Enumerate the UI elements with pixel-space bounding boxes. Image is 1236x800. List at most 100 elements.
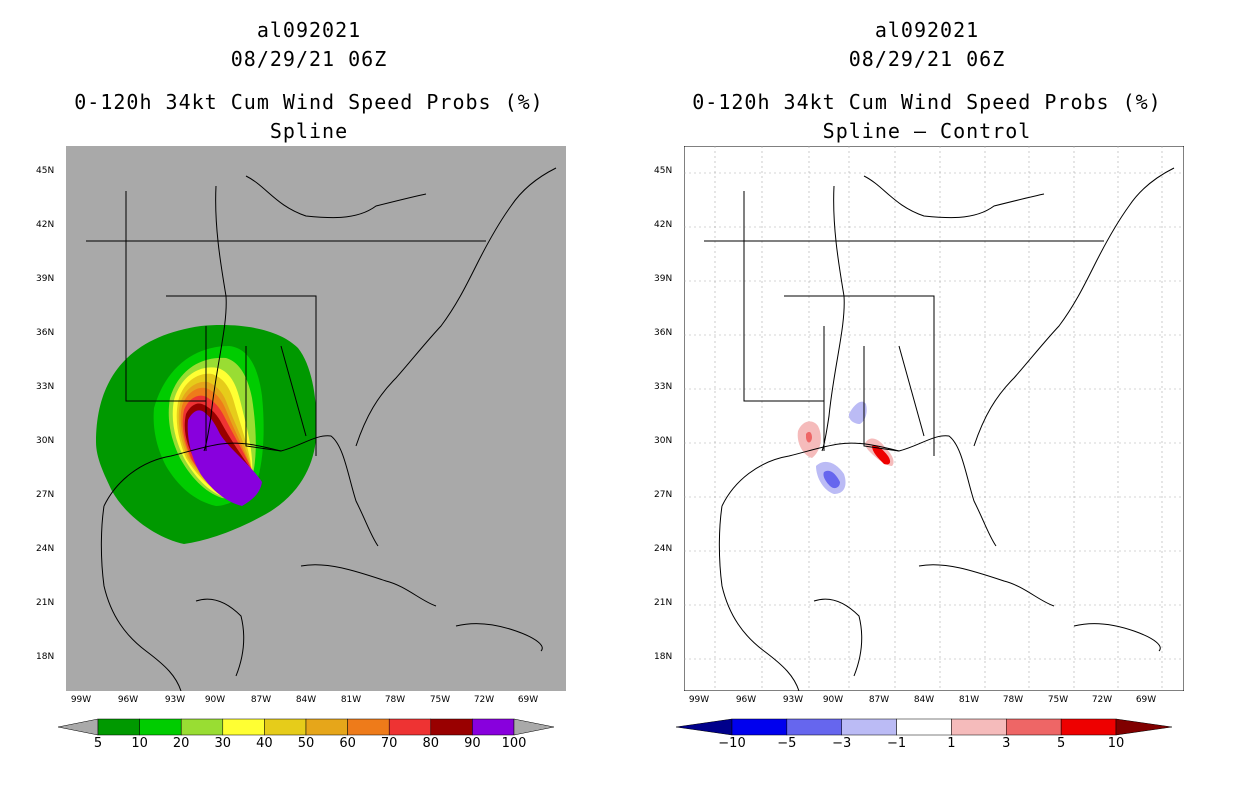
colorbar-label: 70 [380, 736, 398, 751]
colorbar-label: 1 [947, 736, 956, 751]
colorbar-box [951, 718, 1007, 736]
state-coastlines [86, 167, 557, 691]
colorbar-over-arrow [513, 718, 554, 736]
colorbar-box [1060, 718, 1117, 736]
lat-label: 27N [654, 490, 673, 500]
colorbar-box [222, 718, 265, 736]
colorbar-label: 5 [93, 736, 103, 751]
mississippi-river [203, 185, 227, 452]
lon-label: 81W [958, 695, 980, 705]
colorbar-box [472, 718, 515, 736]
yucatan [195, 598, 245, 677]
lon-label: 87W [868, 695, 890, 705]
lon-label: 96W [117, 695, 139, 705]
cuba [918, 564, 1055, 607]
lat-label: 36N [36, 328, 55, 338]
state-line-3 [125, 191, 206, 402]
lon-label: 72W [473, 695, 495, 705]
lat-label: 45N [654, 166, 673, 176]
mississippi-river [821, 185, 845, 452]
colorbar-box [264, 718, 307, 736]
colorbar-box [786, 718, 842, 736]
lat-label: 21N [654, 598, 673, 608]
difference-colorbar [676, 718, 1172, 736]
state-line-1 [784, 295, 935, 456]
atlantic-coast [973, 167, 1175, 447]
colorbar-label: 3 [1002, 736, 1011, 751]
lat-label: 24N [36, 544, 55, 554]
lat-label: 39N [654, 274, 673, 284]
atlantic-coast [355, 167, 557, 447]
colorbar-label: −3 [832, 736, 852, 751]
colorbar-label: −1 [886, 736, 907, 751]
colorbar-label: 90 [464, 736, 481, 751]
colorbar-boxes [731, 718, 1117, 736]
lon-label: 99W [70, 695, 92, 705]
lat-label: 24N [654, 544, 673, 554]
state-line-5 [863, 346, 900, 452]
method-title: Spline [269, 119, 349, 143]
colorbar-box [731, 718, 788, 736]
state-line-3 [743, 191, 824, 402]
lat-label: 36N [654, 328, 673, 338]
state-line-6 [280, 345, 307, 437]
colorbar-box [841, 718, 897, 736]
lon-label: 69W [1135, 695, 1157, 705]
lon-label: 90W [822, 695, 844, 705]
colorbar-over-arrow [1115, 718, 1172, 736]
spline-panel: al092021 08/29/21 06Z 0-120h 34kt Cum Wi… [36, 18, 566, 751]
hispaniola [1073, 623, 1161, 652]
storm-id-title: al092021 [256, 18, 362, 42]
lat-label: 33N [654, 382, 673, 392]
colorbar-label: 10 [1107, 736, 1125, 751]
colorbar-label: −5 [777, 736, 797, 751]
mexico-coast [100, 505, 182, 691]
state-coastlines [704, 167, 1175, 691]
diff-neg-2 [848, 401, 867, 424]
colorbar-label: 100 [501, 736, 527, 751]
lat-label: 21N [36, 598, 55, 608]
hispaniola [455, 623, 543, 652]
lon-label: 99W [688, 695, 710, 705]
colorbar-label: 80 [422, 736, 440, 751]
colorbar-box [1006, 718, 1062, 736]
lon-label: 93W [782, 695, 804, 705]
lon-label: 72W [1091, 695, 1113, 705]
lon-label: 75W [1047, 695, 1069, 705]
mexico-coast [718, 505, 800, 691]
diff-pos-2-core [872, 445, 891, 465]
colorbar-label: 40 [256, 736, 273, 751]
colorbar-box [896, 718, 952, 736]
lat-label: 18N [36, 652, 55, 662]
lon-label: 84W [913, 695, 935, 705]
colorbar-box [139, 718, 182, 736]
colorbar-box [388, 718, 432, 736]
lat-label: 30N [36, 436, 55, 446]
lon-label: 75W [429, 695, 451, 705]
lat-label: 45N [36, 166, 55, 176]
great-lakes [863, 175, 1045, 219]
grid-lines [684, 146, 1184, 691]
lon-label: 93W [164, 695, 186, 705]
storm-id-title: al092021 [874, 18, 980, 42]
difference-map [684, 146, 1184, 691]
lat-label: 30N [654, 436, 673, 446]
lat-label: 18N [654, 652, 673, 662]
method-title: Spline – Control [822, 119, 1032, 143]
cuba [300, 564, 437, 607]
probability-map [66, 146, 566, 691]
great-lakes [245, 175, 427, 219]
lat-label: 39N [36, 274, 55, 284]
colorbar-label: 20 [172, 736, 190, 751]
lat-label: 42N [654, 220, 673, 230]
lon-label: 90W [204, 695, 226, 705]
colorbar-boxes [97, 718, 515, 736]
colorbar-under-arrow [676, 718, 733, 736]
state-line-6 [898, 345, 925, 437]
colorbar-label: 60 [339, 736, 356, 751]
difference-panel: al092021 08/29/21 06Z 0-120h 34kt Cum Wi… [618, 0, 1236, 800]
colorbar-box [97, 718, 140, 736]
colorbar-box [347, 718, 390, 736]
yucatan [813, 598, 863, 677]
lon-label: 96W [735, 695, 757, 705]
